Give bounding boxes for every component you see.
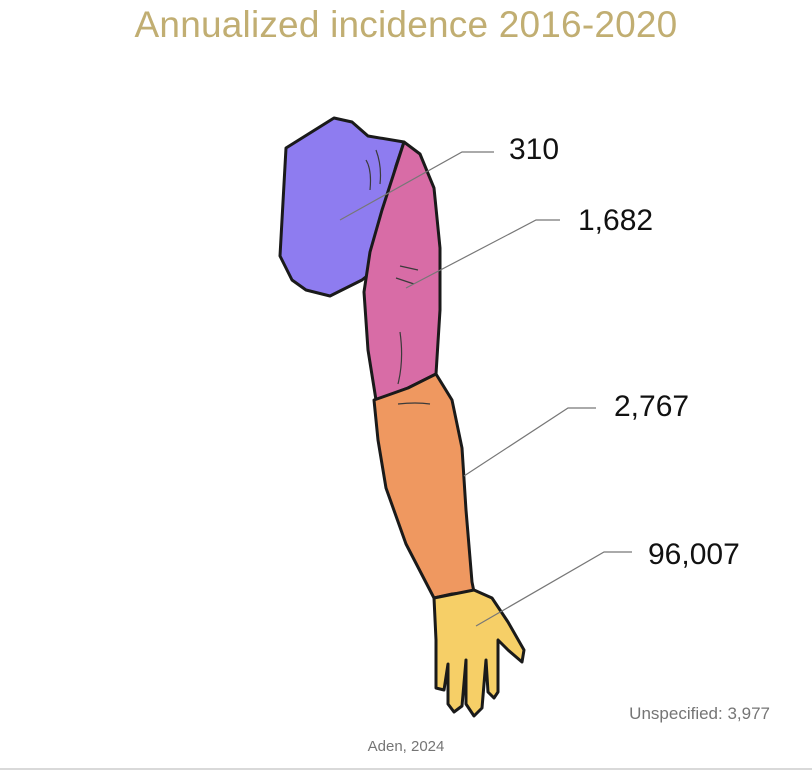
forearm-value-label: 2,767: [614, 390, 690, 423]
hand-value-label: 96,007: [648, 538, 740, 571]
upper-arm-crease-line: [395, 265, 419, 385]
page-title: Annualized incidence 2016-2020: [134, 4, 678, 45]
unspecified-note: Unspecified: 3,977: [629, 704, 770, 723]
upper-arm-leader-line: [405, 219, 560, 289]
upper-arm-value-label: 1,682: [578, 204, 654, 237]
shoulder-leader-line: [339, 151, 494, 221]
forearm-crease-line: [397, 402, 431, 405]
forearm-leader-line: [463, 407, 596, 477]
hand-leader-line: [475, 551, 632, 627]
shoulder-crease-line: [365, 149, 382, 191]
source-citation: Aden, 2024: [367, 738, 445, 755]
shoulder-value-label: 310: [509, 133, 560, 166]
hand-segment: [432, 588, 526, 718]
forearm-segment: [372, 372, 476, 600]
bottom-divider: [0, 768, 812, 770]
